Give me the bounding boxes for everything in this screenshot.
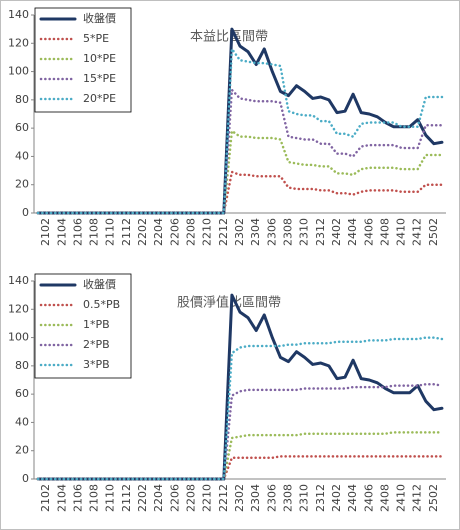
x-tick-label: 2102	[39, 218, 52, 246]
y-tick-label: 20	[15, 444, 29, 457]
x-tick-label: 2106	[71, 484, 84, 512]
legend-label: 1*PB	[83, 318, 110, 331]
x-tick-label: 2404	[346, 218, 359, 246]
y-tick-label: 60	[15, 121, 29, 134]
x-tick-label: 2412	[411, 218, 424, 246]
y-tick-label: 100	[8, 65, 29, 78]
x-tick-label: 2502	[427, 218, 440, 246]
y-tick-label: 140	[8, 8, 29, 21]
x-tick-label: 2412	[411, 484, 424, 512]
legend-label: 收盤價	[83, 11, 116, 25]
x-tick-label: 2310	[298, 484, 311, 512]
x-tick-label: 2408	[378, 484, 391, 512]
x-tick-label: 2404	[346, 484, 359, 512]
legend-label: 5*PE	[83, 32, 109, 45]
legend-box	[34, 7, 132, 113]
x-tick-label: 2302	[233, 218, 246, 246]
x-tick-label: 2208	[185, 218, 198, 246]
x-tick-label: 2206	[168, 484, 181, 512]
series-line	[36, 382, 444, 481]
x-tick-label: 2308	[281, 218, 294, 246]
x-tick-label: 2102	[39, 484, 52, 512]
legend-label: 3*PB	[83, 358, 110, 371]
x-tick-label: 2304	[249, 218, 262, 246]
x-tick-label: 2112	[120, 484, 133, 512]
x-tick-label: 2410	[395, 484, 408, 512]
series-line	[36, 88, 444, 215]
legend: 收盤價 5*PE 10*PE 15*PE 20*PE	[34, 7, 132, 113]
legend-label: 15*PE	[83, 72, 116, 85]
series-line	[36, 27, 444, 215]
legend: 收盤價 0.5*PB 1*PB 2*PB 3*PB	[34, 273, 132, 379]
x-tick-label: 2112	[120, 218, 133, 246]
x-tick-label: 2402	[330, 484, 343, 512]
legend-label: 0.5*PB	[83, 298, 120, 311]
x-tick-label: 2410	[395, 218, 408, 246]
x-tick-label: 2402	[330, 218, 343, 246]
legend-label: 20*PE	[83, 92, 116, 105]
x-tick-label: 2310	[298, 218, 311, 246]
x-tick-label: 2206	[168, 218, 181, 246]
series-line	[36, 336, 444, 481]
y-tick-label: 60	[15, 387, 29, 400]
x-tick-label: 2406	[362, 484, 375, 512]
x-tick-label: 2212	[217, 218, 230, 246]
series-line	[36, 170, 444, 215]
y-tick-label: 120	[8, 36, 29, 49]
series-line	[36, 455, 444, 481]
chart-title: 本益比區間帶	[190, 30, 268, 45]
x-tick-label: 2210	[201, 484, 214, 512]
y-tick-label: 40	[15, 149, 29, 162]
legend-box	[34, 273, 132, 379]
chart: 0 20 40 60 80 100 120 140 2102 2104 2106 2108 2110 21…	[8, 273, 446, 512]
x-tick-label: 2306	[265, 218, 278, 246]
x-tick-label: 2104	[55, 218, 68, 246]
x-tick-label: 2108	[88, 218, 101, 246]
x-tick-label: 2106	[71, 218, 84, 246]
y-tick-label: 0	[22, 206, 29, 219]
series-line	[36, 129, 444, 215]
x-tick-label: 2210	[201, 218, 214, 246]
x-tick-label: 2204	[152, 218, 165, 246]
x-tick-label: 2108	[88, 484, 101, 512]
x-tick-label: 2110	[104, 218, 117, 246]
x-tick-label: 2304	[249, 484, 262, 512]
x-tick-label: 2110	[104, 484, 117, 512]
x-tick-label: 2302	[233, 484, 246, 512]
x-tick-label: 2306	[265, 484, 278, 512]
y-tick-label: 80	[15, 93, 29, 106]
x-tick-label: 2212	[217, 484, 230, 512]
y-tick-label: 80	[15, 359, 29, 372]
x-tick-label: 2312	[314, 484, 327, 512]
y-tick-label: 140	[8, 274, 29, 287]
x-tick-label: 2308	[281, 484, 294, 512]
y-tick-label: 0	[22, 472, 29, 485]
x-tick-label: 2104	[55, 484, 68, 512]
x-tick-label: 2202	[136, 218, 149, 246]
series-line	[36, 293, 444, 481]
y-tick-label: 20	[15, 178, 29, 191]
x-tick-label: 2408	[378, 218, 391, 246]
x-tick-label: 2208	[185, 484, 198, 512]
legend-label: 2*PB	[83, 338, 110, 351]
series-line	[36, 431, 444, 481]
legend-label: 收盤價	[83, 277, 116, 291]
y-tick-label: 100	[8, 331, 29, 344]
x-tick-label: 2406	[362, 218, 375, 246]
y-tick-label: 120	[8, 302, 29, 315]
x-tick-label: 2204	[152, 484, 165, 512]
x-tick-label: 2502	[427, 484, 440, 512]
y-tick-label: 40	[15, 415, 29, 428]
chart: 0 20 40 60 80 100 120 140 2102 2104 2106 2108 2110 21…	[8, 7, 446, 246]
chart-title: 股價淨值比區間帶	[177, 295, 281, 311]
legend-label: 10*PE	[83, 52, 116, 65]
series-line	[36, 47, 444, 215]
x-tick-label: 2202	[136, 484, 149, 512]
x-tick-label: 2312	[314, 218, 327, 246]
